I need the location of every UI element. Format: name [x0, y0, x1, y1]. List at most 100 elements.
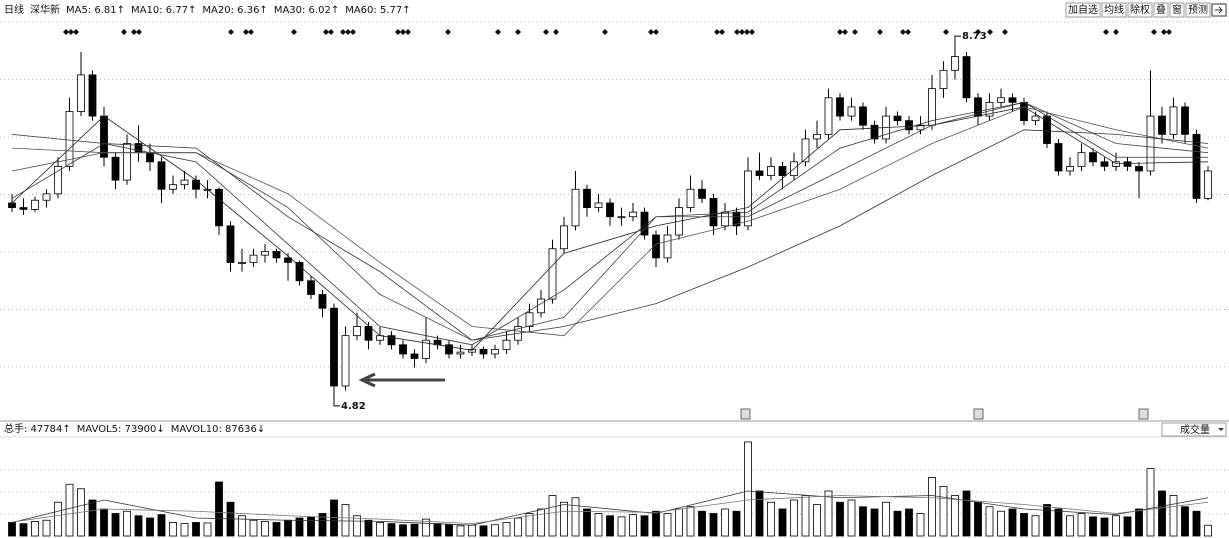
candle-body [859, 106, 867, 126]
volume-bar [376, 522, 384, 537]
signal-marker [719, 29, 725, 35]
candle-body [1146, 115, 1155, 172]
header-text: 日线 [4, 3, 24, 16]
volume-bar [640, 515, 649, 537]
dropdown-icon [1218, 428, 1224, 431]
signal-marker [400, 29, 406, 35]
toolbar-button[interactable]: 加自选 [1068, 3, 1098, 16]
candle-body [169, 184, 177, 190]
toolbar-button[interactable]: 除权 [1130, 3, 1150, 16]
signal-marker [739, 29, 745, 35]
candle-body [307, 280, 315, 295]
candle-body [732, 211, 741, 227]
signal-marker [987, 29, 993, 35]
volume-bar [1123, 516, 1132, 537]
toolbar-button[interactable]: 叠 [1156, 4, 1166, 16]
candle-body [870, 124, 879, 140]
candle-body [1135, 165, 1143, 172]
signal-marker [73, 29, 79, 35]
candle-body [767, 165, 775, 176]
volume-bar [491, 524, 499, 537]
candle-body [778, 165, 787, 176]
button-frame[interactable] [1169, 2, 1185, 18]
signal-marker [602, 29, 608, 35]
signal-marker [121, 29, 127, 35]
candle-body [284, 257, 292, 263]
button-frame[interactable] [1153, 2, 1169, 18]
button-frame[interactable] [1101, 2, 1127, 18]
toolbar-button[interactable]: 均线 [1104, 3, 1124, 16]
candle-body [571, 188, 580, 227]
candle-body [594, 202, 603, 208]
toolbar-button[interactable]: 窗 [1172, 3, 1182, 16]
signal-marker [1166, 29, 1172, 35]
indicator-select[interactable] [1161, 422, 1227, 437]
candle-body [583, 188, 591, 208]
volume-bar [686, 506, 695, 537]
volume-bar [1100, 517, 1109, 537]
volume-bar [1158, 490, 1166, 537]
volume-bar [134, 515, 143, 537]
volume-bar [203, 522, 212, 537]
candle-body [157, 161, 166, 190]
volume-bar [1192, 510, 1201, 537]
candle-body [686, 188, 695, 208]
button-frame[interactable] [1127, 2, 1153, 18]
signal-marker [543, 29, 549, 35]
candle-body [721, 211, 729, 227]
candle-body [330, 307, 338, 387]
signal-marker [734, 29, 740, 35]
candle-body [249, 254, 258, 263]
volume-bar [571, 497, 580, 537]
volume-bar [123, 510, 131, 537]
volume-bar [514, 517, 522, 537]
candle-body [353, 326, 361, 337]
candle-body [111, 156, 120, 181]
volume-bar [859, 506, 867, 537]
candle-body [295, 262, 304, 282]
candle-body [1020, 101, 1028, 122]
volume-bar [583, 508, 591, 537]
candle-body [272, 251, 281, 259]
signal-marker [136, 29, 142, 35]
volume-bar [31, 520, 39, 537]
volume-bar [433, 523, 442, 537]
candle-body [42, 193, 51, 201]
signal-marker [495, 29, 501, 35]
volume-bar [364, 519, 373, 537]
signal-marker [228, 29, 234, 35]
candle-body [951, 56, 959, 71]
candle-body [1031, 115, 1040, 122]
signal-marker [243, 29, 249, 35]
legend-entry: MAVOL5: 73900↓ [77, 424, 165, 435]
candle-body [1089, 152, 1097, 163]
volume-bar [629, 514, 637, 537]
signal-marker [63, 29, 69, 35]
candle-body [537, 298, 545, 314]
candle-body [146, 152, 154, 163]
button-frame[interactable] [1065, 2, 1101, 18]
legend-entry: MA10: 6.77↑ [131, 5, 196, 16]
volume-bar [755, 490, 764, 537]
signal-marker [905, 29, 911, 35]
volume-bar [709, 513, 718, 537]
toolbar-icon[interactable] [1211, 3, 1227, 17]
volume-bar [744, 441, 752, 537]
volume-bar [778, 508, 787, 537]
signal-marker [131, 29, 137, 35]
volume-bar [1077, 513, 1086, 537]
signal-marker [837, 29, 843, 35]
toolbar-button[interactable]: 预测 [1188, 3, 1208, 16]
indicator-label[interactable]: 成交量 [1180, 423, 1210, 436]
candle-body [19, 207, 28, 210]
candle-body [1112, 161, 1120, 167]
candle-body [192, 179, 200, 190]
volume-bar [1169, 495, 1178, 537]
volume-bar [1089, 516, 1097, 537]
volume-bar [249, 519, 258, 537]
candle-body [813, 133, 821, 140]
volume-bar [594, 513, 603, 537]
button-frame[interactable] [1185, 2, 1211, 18]
